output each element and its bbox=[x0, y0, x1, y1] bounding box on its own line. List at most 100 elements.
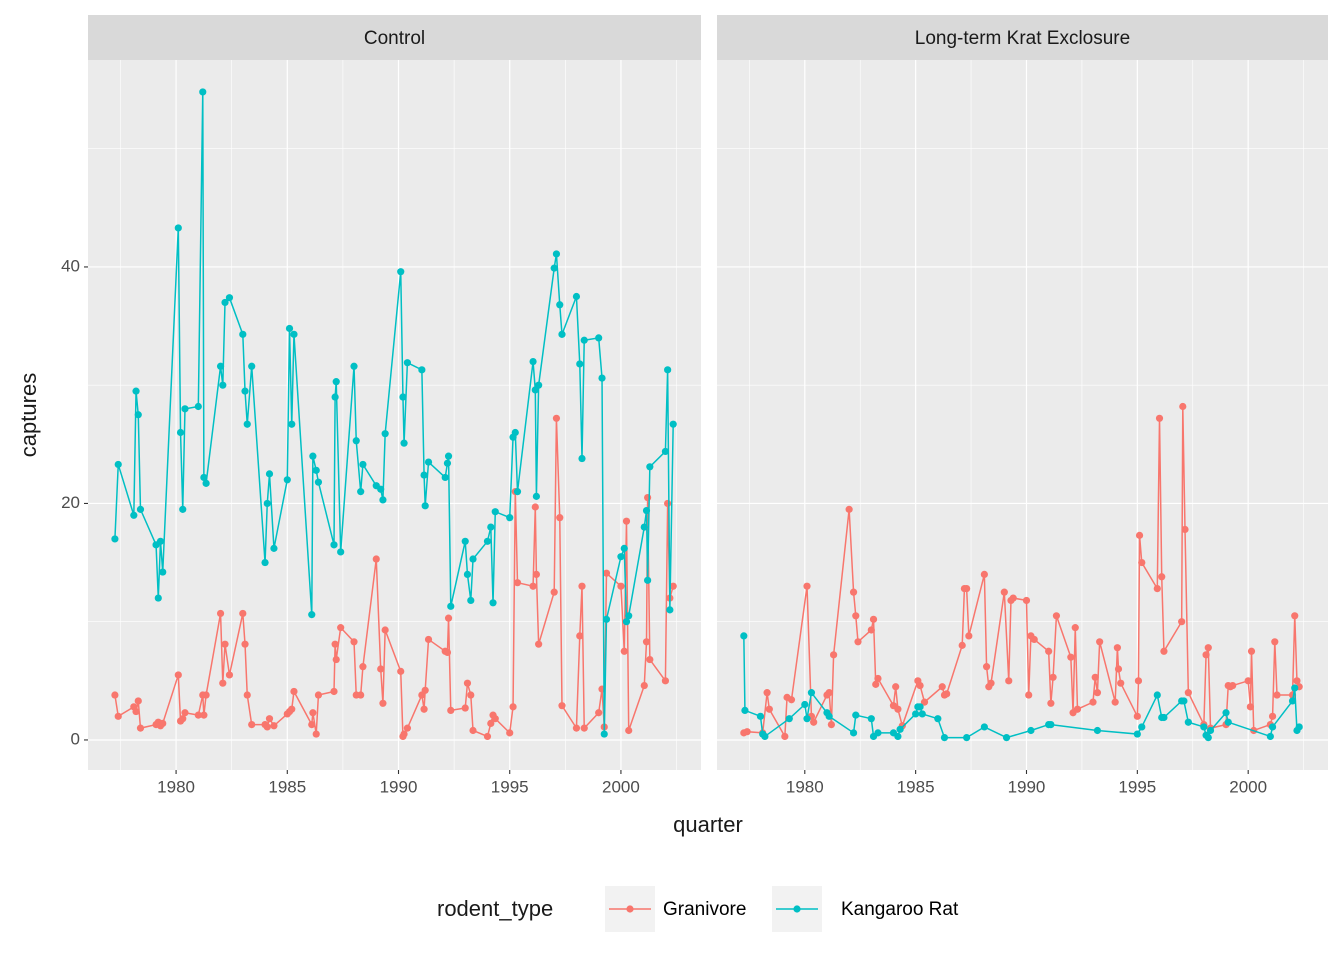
data-point bbox=[934, 715, 942, 723]
data-point bbox=[963, 733, 971, 742]
data-point bbox=[202, 691, 210, 699]
data-point bbox=[331, 640, 339, 648]
data-point bbox=[467, 691, 475, 699]
data-point bbox=[463, 679, 472, 687]
data-point bbox=[513, 579, 522, 587]
data-point bbox=[1138, 723, 1146, 731]
data-point bbox=[285, 324, 294, 333]
data-point bbox=[867, 626, 875, 634]
data-point bbox=[487, 523, 495, 531]
x-tick-label: 1995 bbox=[1118, 777, 1156, 796]
data-point bbox=[130, 511, 138, 519]
data-point bbox=[179, 505, 187, 513]
data-point bbox=[874, 674, 882, 683]
data-point bbox=[1204, 733, 1212, 742]
data-point bbox=[469, 726, 477, 735]
data-point bbox=[558, 330, 566, 338]
data-point bbox=[1030, 635, 1038, 644]
data-point bbox=[509, 703, 517, 711]
y-tick-label: 0 bbox=[71, 729, 80, 748]
data-point bbox=[194, 711, 202, 719]
data-point bbox=[332, 655, 340, 664]
data-point bbox=[987, 679, 995, 687]
data-point bbox=[894, 732, 902, 741]
data-point bbox=[617, 553, 625, 561]
data-point bbox=[664, 499, 672, 508]
data-point bbox=[111, 691, 119, 699]
data-point bbox=[308, 611, 316, 619]
data-point bbox=[1184, 718, 1192, 726]
data-point bbox=[1160, 713, 1168, 722]
data-point bbox=[241, 387, 249, 395]
data-point bbox=[199, 88, 207, 96]
data-point bbox=[1093, 689, 1102, 697]
data-point bbox=[550, 588, 558, 596]
data-point bbox=[467, 596, 475, 605]
data-point bbox=[529, 357, 537, 366]
data-point bbox=[225, 671, 234, 679]
data-point bbox=[1158, 573, 1166, 581]
data-point bbox=[644, 576, 652, 584]
data-point bbox=[447, 602, 455, 610]
data-point bbox=[578, 582, 586, 590]
data-point bbox=[1160, 647, 1168, 655]
data-point bbox=[1114, 665, 1123, 673]
data-point bbox=[444, 452, 453, 460]
strip-background bbox=[88, 15, 701, 60]
data-point bbox=[443, 459, 452, 467]
data-point bbox=[397, 667, 405, 675]
data-point bbox=[243, 420, 251, 428]
data-point bbox=[580, 336, 588, 344]
data-point bbox=[642, 506, 651, 515]
data-point bbox=[529, 582, 537, 590]
data-point bbox=[980, 723, 988, 731]
data-point bbox=[200, 711, 208, 719]
data-point bbox=[595, 709, 603, 717]
data-point bbox=[1027, 726, 1035, 735]
data-point bbox=[265, 470, 274, 478]
data-point bbox=[350, 362, 358, 370]
data-point bbox=[1111, 698, 1119, 706]
data-point bbox=[825, 712, 833, 720]
data-point bbox=[830, 651, 838, 659]
data-point bbox=[918, 710, 926, 718]
data-point bbox=[114, 460, 122, 469]
data-point bbox=[1067, 653, 1075, 661]
data-point bbox=[261, 558, 269, 567]
data-point bbox=[1202, 651, 1210, 659]
data-point bbox=[134, 697, 142, 705]
data-point bbox=[1002, 733, 1011, 742]
legend-label: Granivore bbox=[663, 899, 746, 920]
data-point bbox=[156, 537, 165, 545]
data-point bbox=[854, 638, 862, 646]
data-point bbox=[849, 588, 858, 596]
data-point bbox=[491, 508, 499, 516]
data-point bbox=[379, 496, 387, 504]
data-point bbox=[943, 690, 951, 698]
data-point bbox=[1268, 723, 1277, 731]
data-point bbox=[506, 729, 514, 737]
data-point bbox=[441, 473, 449, 482]
data-point bbox=[894, 705, 902, 713]
data-point bbox=[916, 681, 924, 690]
data-point bbox=[352, 437, 360, 445]
data-point bbox=[290, 330, 298, 338]
data-point bbox=[963, 584, 971, 593]
data-point bbox=[1133, 712, 1141, 720]
data-point bbox=[1134, 677, 1143, 685]
data-point bbox=[556, 301, 564, 309]
data-point bbox=[159, 568, 167, 576]
data-point bbox=[849, 729, 858, 737]
data-point bbox=[598, 374, 606, 382]
data-point bbox=[308, 720, 316, 729]
data-point bbox=[1025, 691, 1033, 699]
data-point bbox=[136, 505, 145, 513]
data-point bbox=[1273, 691, 1281, 699]
data-point bbox=[558, 702, 566, 710]
data-point bbox=[803, 582, 811, 590]
x-tick-label: 1990 bbox=[380, 777, 418, 796]
data-point bbox=[511, 428, 519, 437]
data-point bbox=[1184, 689, 1192, 697]
data-point bbox=[1200, 723, 1208, 731]
data-point bbox=[666, 606, 674, 614]
